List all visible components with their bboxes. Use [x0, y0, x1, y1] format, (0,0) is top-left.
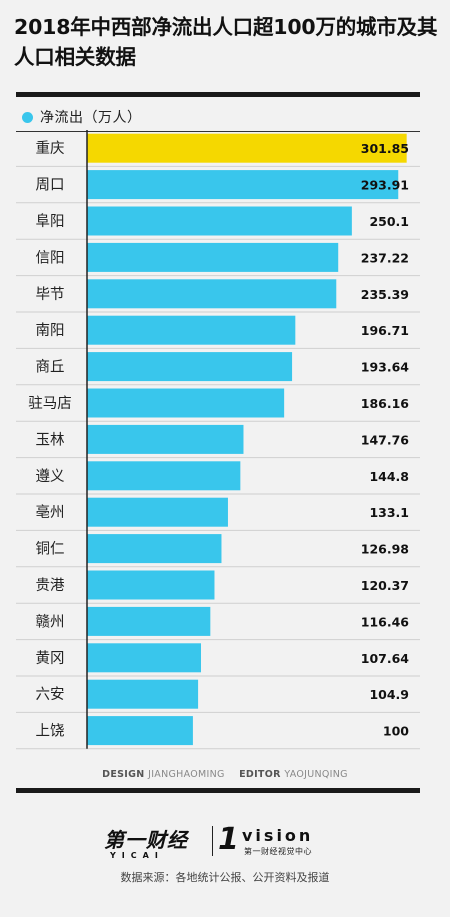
bar — [87, 534, 222, 564]
bar — [87, 170, 399, 200]
category-label: 阜阳 — [36, 213, 65, 230]
category-label: 周口 — [36, 178, 65, 194]
editor-role: EDITOR — [239, 769, 281, 780]
chart-title: 2018年中西部净流出人口超100万的城市及其人口相关数据 — [14, 15, 438, 69]
value-label: 293.91 — [361, 178, 409, 193]
category-label: 黄冈 — [36, 650, 65, 667]
data-source: 数据来源：各地统计公报、公开资料及报道 — [120, 871, 330, 884]
value-label: 237.22 — [361, 250, 409, 265]
value-label: 133.1 — [369, 505, 409, 520]
category-label: 南阳 — [36, 322, 65, 339]
design-role: DESIGN — [102, 769, 145, 780]
bottom-divider — [16, 788, 420, 793]
bar — [87, 461, 241, 491]
bar — [87, 570, 215, 600]
vision-logo: 1 vision 第一财经视觉中心 — [218, 822, 312, 857]
value-label: 107.64 — [361, 651, 410, 666]
category-label: 毕节 — [36, 286, 65, 303]
value-label: 196.71 — [361, 323, 409, 338]
category-label: 赣州 — [36, 613, 65, 630]
vision-mark-icon: 1 — [218, 822, 239, 857]
design-name: JIANGHAOMING — [148, 769, 225, 780]
yicai-logo: 第一财经 YICAI — [104, 824, 188, 860]
category-label: 六安 — [36, 686, 65, 703]
editor-name: YAOJUNQING — [284, 769, 348, 780]
bar — [87, 643, 201, 673]
bar — [87, 679, 199, 709]
category-label: 玉林 — [36, 431, 65, 448]
value-label: 144.8 — [369, 469, 409, 484]
value-label: 250.1 — [369, 214, 409, 229]
vision-logo-word: vision — [242, 826, 314, 845]
value-label: 235.39 — [361, 287, 409, 302]
brand-logos: 第一财经 YICAI 1 vision 第一财经视觉中心 — [0, 822, 450, 862]
bar — [87, 242, 339, 272]
category-label: 铜仁 — [36, 541, 65, 558]
value-label: 301.85 — [361, 141, 409, 156]
value-label: 120.37 — [361, 578, 409, 593]
bar — [87, 606, 211, 636]
category-label: 贵港 — [36, 577, 65, 594]
value-label: 100 — [383, 724, 409, 739]
credits: DESIGN JIANGHAOMING EDITOR YAOJUNQING — [0, 769, 450, 780]
value-label: 104.9 — [369, 687, 409, 702]
bar — [87, 133, 407, 163]
bar — [87, 716, 193, 746]
yicai-logo-cn: 第一财经 — [104, 828, 188, 852]
logo-separator — [212, 826, 213, 856]
bar — [87, 315, 296, 345]
category-label: 遵义 — [36, 468, 65, 485]
category-label: 商丘 — [36, 359, 65, 376]
value-label: 116.46 — [361, 614, 410, 629]
legend: 净流出（万人） — [22, 107, 142, 127]
category-label: 上饶 — [36, 723, 65, 740]
bar — [87, 352, 293, 382]
category-label: 信阳 — [36, 249, 65, 266]
bar — [87, 388, 285, 418]
bar — [87, 497, 228, 527]
vision-logo-cn: 第一财经视觉中心 — [244, 847, 312, 856]
value-label: 186.16 — [361, 396, 410, 411]
category-label: 驻马店 — [28, 395, 72, 412]
value-label: 193.64 — [361, 360, 410, 375]
legend-label: 净流出（万人） — [40, 110, 142, 126]
yicai-logo-en: YICAI — [110, 851, 164, 860]
bar — [87, 279, 337, 309]
legend-divider — [16, 131, 420, 132]
category-label: 亳州 — [36, 503, 65, 521]
legend-swatch — [22, 111, 33, 123]
bar — [87, 206, 352, 236]
value-label: 147.76 — [361, 432, 410, 447]
bar — [87, 424, 244, 454]
category-label: 重庆 — [36, 140, 65, 157]
value-label: 126.98 — [361, 542, 409, 557]
top-divider — [16, 92, 420, 97]
